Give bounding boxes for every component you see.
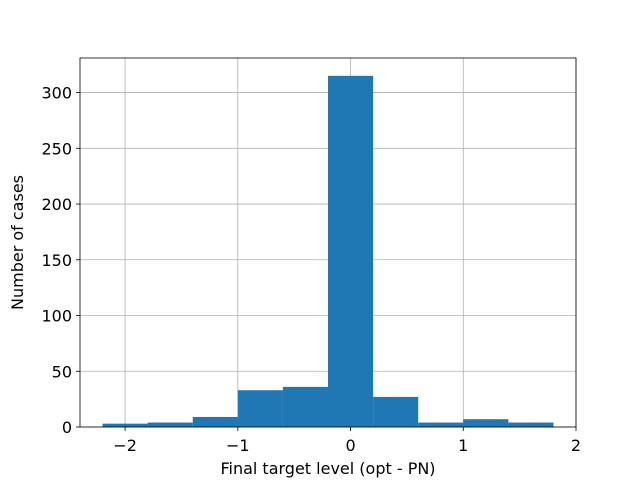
histogram-bar	[237, 390, 283, 427]
x-tick-label: 2	[571, 436, 581, 455]
x-tick-label: 1	[458, 436, 468, 455]
x-axis-label: Final target level (opt - PN)	[220, 459, 435, 478]
y-tick-label: 300	[41, 84, 72, 103]
histogram-bar	[328, 75, 374, 428]
y-tick-label: 0	[62, 418, 72, 437]
y-tick-label: 100	[41, 307, 72, 326]
y-tick-label: 200	[41, 195, 72, 214]
histogram-bar	[192, 416, 238, 427]
x-tick-label: −1	[226, 436, 250, 455]
y-tick-label: 50	[52, 362, 72, 381]
histogram-bar	[418, 422, 464, 427]
y-tick-label: 150	[41, 251, 72, 270]
plot-frame	[79, 57, 577, 428]
histogram-bar	[147, 422, 193, 427]
histogram-bar	[102, 423, 148, 427]
x-axis-ticks: −2 −1 0 1 2	[113, 427, 581, 455]
x-tick-label: 0	[345, 436, 355, 455]
bars	[102, 75, 554, 428]
y-axis-label: Number of cases	[8, 175, 27, 310]
histogram-bar	[373, 396, 419, 427]
histogram-bar	[463, 419, 509, 427]
histogram-bar	[508, 422, 554, 427]
histogram-bar	[282, 386, 328, 427]
x-tick-label: −2	[113, 436, 137, 455]
y-tick-label: 250	[41, 139, 72, 158]
y-axis-ticks: 0 50 100 150 200 250 300	[41, 84, 80, 437]
